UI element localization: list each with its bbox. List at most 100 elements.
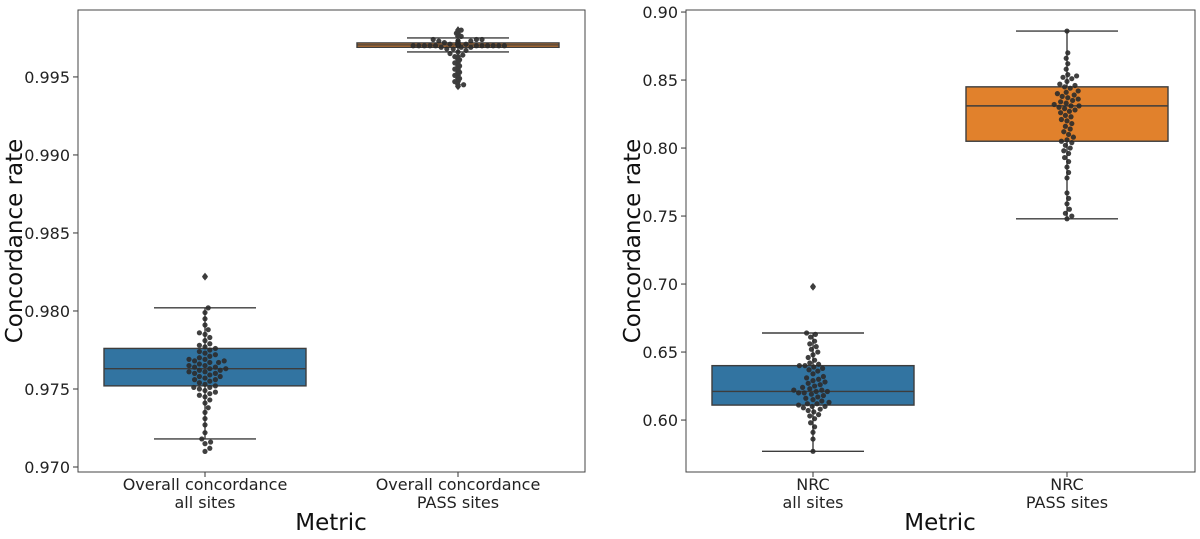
swarm-point xyxy=(1063,55,1069,61)
swarm-point xyxy=(455,38,461,44)
swarm-point xyxy=(1064,78,1070,85)
swarm-point xyxy=(430,36,436,43)
swarm-point xyxy=(817,382,823,388)
axes-frame xyxy=(77,9,586,473)
swarm-point xyxy=(1072,82,1078,89)
swarm-point xyxy=(1071,92,1077,98)
swarm-point xyxy=(1070,134,1076,140)
swarm-point xyxy=(196,342,202,348)
swarm-point xyxy=(1069,120,1075,127)
swarm-point xyxy=(1062,84,1068,90)
swarm-point xyxy=(1062,210,1068,216)
swarm-point xyxy=(208,439,214,445)
y-axis-label: Concordance rate xyxy=(2,139,28,344)
swarm-point xyxy=(202,369,208,375)
box-group-1 xyxy=(965,28,1169,222)
swarm-point xyxy=(221,358,227,364)
swarm-point xyxy=(1064,201,1070,207)
swarm-point xyxy=(212,383,218,389)
swarm-point xyxy=(202,400,208,406)
outlier-marker xyxy=(455,26,461,35)
y-axis-label: Concordance rate xyxy=(620,139,646,344)
swarm-point xyxy=(815,349,821,355)
swarm-point xyxy=(441,40,447,46)
swarm-point xyxy=(1067,126,1073,132)
swarm-point xyxy=(199,436,205,442)
swarm-point xyxy=(473,36,479,43)
swarm-point xyxy=(804,401,811,407)
swarm-point xyxy=(212,345,218,352)
swarm-point xyxy=(802,363,808,369)
swarm-point xyxy=(1054,91,1060,97)
swarm-point xyxy=(207,359,213,366)
swarm-point xyxy=(202,448,208,455)
swarm-point xyxy=(202,394,208,400)
swarm-point xyxy=(202,338,208,344)
swarm-point xyxy=(815,368,821,374)
swarm-point xyxy=(202,409,208,415)
y-tick-label: 0.85 xyxy=(642,71,678,90)
swarm-point xyxy=(207,347,213,353)
swarm-point xyxy=(1075,88,1081,94)
box-group-1 xyxy=(356,26,560,91)
swarm-point xyxy=(1063,66,1069,72)
swarm-point xyxy=(202,362,208,369)
swarm-point xyxy=(1066,131,1072,138)
outlier-marker xyxy=(202,272,208,281)
swarm-point xyxy=(1062,106,1068,112)
left-panel-concordance-overall: Concordance rate Metric Overall concorda… xyxy=(2,9,586,536)
swarm-point xyxy=(202,316,208,322)
swarm-point xyxy=(438,44,444,50)
swarm-point xyxy=(205,405,211,411)
swarm-point xyxy=(202,422,208,428)
swarm-point xyxy=(223,366,229,372)
swarm-point xyxy=(212,364,218,370)
swarm-point xyxy=(447,50,453,57)
swarm-point xyxy=(202,344,208,350)
swarm-point xyxy=(1064,118,1070,124)
swarm-point xyxy=(811,409,817,415)
swarm-point xyxy=(1058,110,1064,116)
swarm-point xyxy=(455,49,461,55)
swarm-point xyxy=(791,387,797,393)
swarm-point xyxy=(812,424,818,430)
x-axis-label: Metric xyxy=(904,510,976,536)
swarm-point xyxy=(1076,103,1082,109)
swarm-point xyxy=(808,346,815,352)
swarm-point xyxy=(816,376,822,382)
swarm-point xyxy=(805,354,811,361)
swarm-point xyxy=(212,389,218,395)
swarm-point xyxy=(1070,97,1076,104)
swarm-point xyxy=(192,358,198,364)
swarm-point xyxy=(1067,145,1073,151)
swarm-point xyxy=(217,367,223,373)
swarm-point xyxy=(196,361,202,367)
y-tick-label: 0.75 xyxy=(642,207,678,226)
swarm-point xyxy=(810,429,816,435)
swarm-point xyxy=(1066,159,1072,165)
swarm-point xyxy=(801,390,807,396)
y-tick-label: 0.80 xyxy=(642,139,678,158)
swarm-point xyxy=(822,403,828,410)
swarm-point xyxy=(1069,76,1075,82)
swarm-point xyxy=(824,388,831,395)
x-tick-label: all sites xyxy=(174,493,235,512)
swarm-point xyxy=(1057,81,1063,87)
y-tick-label: 0.990 xyxy=(24,146,70,165)
swarm-point xyxy=(191,384,197,391)
swarm-point xyxy=(820,365,826,371)
swarm-point xyxy=(817,406,823,412)
swarm-point xyxy=(796,363,803,369)
x-tick-label: Overall concordance xyxy=(376,475,541,494)
swarm-point xyxy=(1065,50,1071,56)
swarm-point xyxy=(196,367,202,373)
swarm-point xyxy=(1067,85,1073,91)
y-tick-label: 0.985 xyxy=(24,224,70,243)
swarm-point xyxy=(202,331,208,337)
swarm-point xyxy=(501,43,507,49)
swarm-point xyxy=(813,388,819,395)
swarm-point xyxy=(468,38,474,44)
swarm-point xyxy=(808,391,815,397)
swarm-point xyxy=(1066,169,1072,176)
